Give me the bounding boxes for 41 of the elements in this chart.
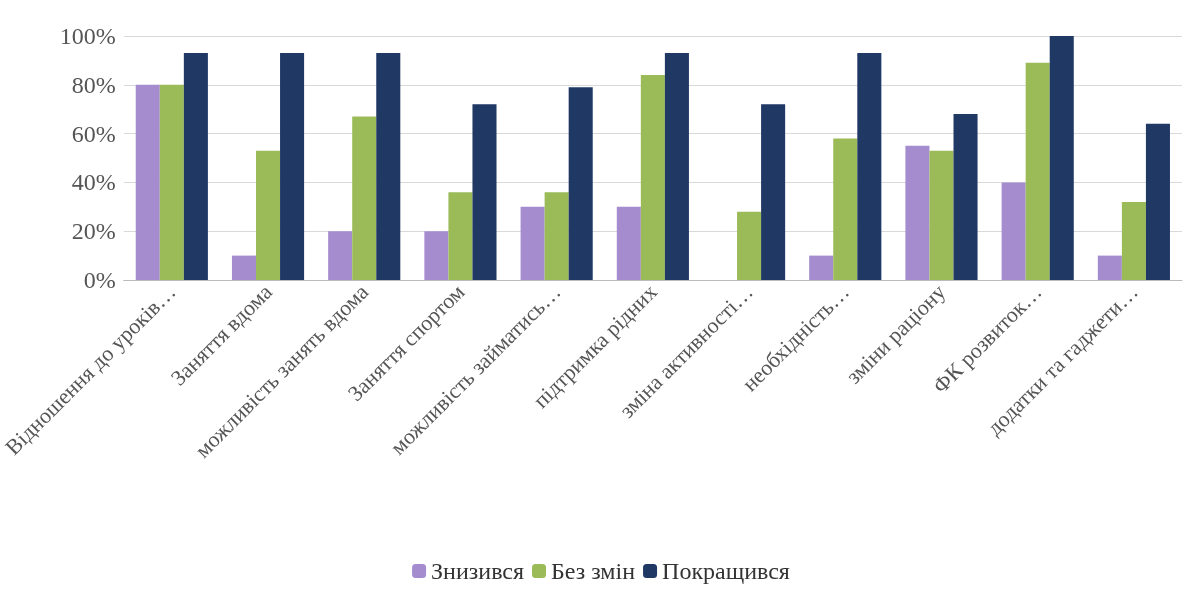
bar xyxy=(1145,123,1170,280)
y-tick-label: 60% xyxy=(71,120,116,147)
bar xyxy=(183,53,208,280)
bar xyxy=(1121,201,1146,280)
bar xyxy=(352,116,377,280)
bar xyxy=(664,53,689,280)
y-tick-label: 20% xyxy=(71,218,116,245)
bar xyxy=(737,211,762,280)
bar xyxy=(256,150,281,280)
bar xyxy=(929,150,954,280)
y-tick-label: 80% xyxy=(71,71,116,98)
bar xyxy=(328,231,353,280)
bar xyxy=(616,206,641,280)
bar xyxy=(1025,62,1050,280)
bar xyxy=(568,87,593,280)
bar xyxy=(1049,36,1074,280)
bar xyxy=(761,104,786,280)
bar xyxy=(520,206,545,280)
bar xyxy=(135,84,160,280)
bar xyxy=(231,255,256,280)
bar xyxy=(424,231,449,280)
bar xyxy=(472,104,497,280)
y-tick-label: 40% xyxy=(71,169,116,196)
bar xyxy=(857,53,882,280)
y-tick-label: 0% xyxy=(83,267,116,293)
y-tick-label: 100% xyxy=(59,23,116,49)
bar xyxy=(280,53,305,280)
legend-label: Знизився xyxy=(431,558,525,584)
bar xyxy=(159,84,184,280)
bar xyxy=(1097,255,1122,280)
bar xyxy=(1001,182,1026,280)
bar xyxy=(544,192,569,280)
bar xyxy=(809,255,834,280)
bar xyxy=(833,138,858,280)
bar xyxy=(905,145,930,280)
bar xyxy=(640,75,665,280)
legend-label: Без змін xyxy=(551,558,636,584)
bar xyxy=(953,114,978,280)
bar xyxy=(448,192,473,280)
bar xyxy=(376,53,401,280)
legend-label: Покращився xyxy=(662,558,790,584)
